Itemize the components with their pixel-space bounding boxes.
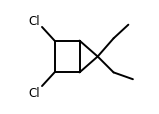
Text: Cl: Cl bbox=[28, 14, 40, 27]
Text: Cl: Cl bbox=[28, 87, 40, 100]
